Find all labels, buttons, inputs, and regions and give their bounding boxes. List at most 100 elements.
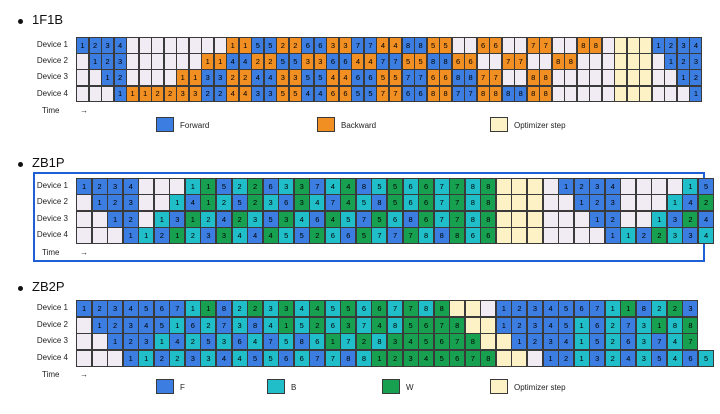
schedule-cell: 6 [480, 227, 497, 245]
schedule-cell [542, 227, 559, 245]
schedule-cell: 2 [604, 316, 621, 334]
schedule-cell: 2 [91, 178, 108, 195]
schedule-cell: 7 [324, 194, 341, 212]
schedule-cell: 5 [589, 333, 606, 351]
schedule-cell: 6 [313, 37, 327, 54]
schedule-cell: 2 [666, 300, 683, 318]
schedule-cell: 6 [324, 227, 341, 245]
schedule-cell: 4 [620, 349, 637, 367]
schedule-cell: 4 [338, 69, 352, 87]
schedule-cell: 7 [433, 210, 450, 228]
schedule-cell: 3 [676, 37, 690, 54]
schedule-cell: 6 [418, 316, 435, 334]
schedule-cell: 2 [200, 210, 217, 228]
schedule-cell [526, 349, 543, 367]
schedule-cell: 8 [501, 85, 515, 103]
schedule-cell [76, 316, 93, 334]
schedule-cell: 2 [231, 210, 248, 228]
schedule-cell: 4 [326, 69, 340, 87]
schedule-cell: 5 [276, 85, 290, 103]
schedule-cell [151, 37, 165, 54]
schedule-cell: 1 [495, 300, 512, 318]
schedule-cell: 1 [184, 178, 201, 195]
schedule-cell: 3 [176, 85, 190, 103]
schedule-cell: 1 [573, 333, 590, 351]
schedule-cell: 5 [371, 210, 388, 228]
schedule-cell: 1 [213, 53, 227, 70]
schedule-cell: 7 [387, 300, 404, 318]
schedule-cell: 3 [101, 37, 115, 54]
schedule-cell: 7 [539, 37, 553, 54]
schedule-cell: 3 [682, 227, 699, 245]
schedule-cell: 6 [278, 194, 295, 212]
schedule-cell: 8 [355, 349, 372, 367]
schedule-cell [639, 85, 653, 103]
schedule-cell [163, 53, 177, 70]
schedule-cell: 7 [501, 53, 515, 70]
schedule-cell: 4 [247, 333, 264, 351]
schedule-cell [576, 69, 590, 87]
schedule-cell: 4 [309, 194, 326, 212]
schedule-cell: 5 [387, 178, 404, 195]
time-axis-label: Time [42, 370, 60, 380]
schedule-cell [76, 333, 93, 351]
schedule-cell: 4 [666, 349, 683, 367]
schedule-cell: 6 [301, 37, 315, 54]
schedule-cell [514, 69, 528, 87]
schedule-cell [480, 300, 497, 318]
schedule-cell: 8 [464, 333, 481, 351]
device-row-label: Device 1 [36, 181, 68, 190]
schedule-cell [558, 194, 575, 212]
time-axis-label: Time [42, 247, 60, 257]
schedule-cell: 3 [293, 194, 310, 212]
schedule-cell: 8 [387, 316, 404, 334]
schedule-cell: 6 [262, 178, 279, 195]
schedule-cell: 5 [351, 85, 365, 103]
schedule-cell: 3 [542, 333, 559, 351]
schedule-cell: 6 [489, 37, 503, 54]
schedule-cell: 1 [101, 69, 115, 87]
schedule-cell [126, 69, 140, 87]
schedule-cell: 6 [573, 300, 590, 318]
schedule-cell: 2 [213, 85, 227, 103]
schedule-cell: 1 [76, 37, 90, 54]
schedule-cell: 5 [262, 349, 279, 367]
schedule-cell [542, 210, 559, 228]
schedule-cell: 1 [682, 178, 699, 195]
schedule-cell: 2 [101, 53, 115, 70]
schedule-cell [651, 194, 668, 212]
schedule-cell: 5 [414, 53, 428, 70]
schedule-cell: 4 [301, 85, 315, 103]
legend-swatch [382, 379, 400, 394]
schedule-cell: 7 [449, 194, 466, 212]
schedule-cell: 2 [153, 227, 170, 245]
device-row-label: Device 4 [36, 88, 68, 98]
schedule-cell: 6 [371, 300, 388, 318]
schedule-cell: 5 [433, 349, 450, 367]
schedule-cell: 4 [698, 227, 715, 245]
schedule-cell: 7 [262, 333, 279, 351]
schedule-cell: 7 [363, 37, 377, 54]
schedule-cell: 1 [138, 85, 152, 103]
schedule-cell: 2 [169, 349, 186, 367]
schedule-cell: 7 [402, 300, 419, 318]
schedule-cell [601, 69, 615, 87]
schedule-cell: 5 [288, 85, 302, 103]
schedule-cell: 5 [138, 300, 155, 318]
schedule-cell: 8 [418, 300, 435, 318]
schedule-cell: 1 [169, 316, 186, 334]
schedule-cell [76, 194, 93, 212]
schedule-cell: 7 [514, 53, 528, 70]
schedule-cell: 5 [558, 300, 575, 318]
schedule-cell [589, 85, 603, 103]
schedule-cell [451, 37, 465, 54]
schedule-cell: 4 [138, 316, 155, 334]
schedule-cell: 7 [449, 333, 466, 351]
schedule-cell: 1 [651, 210, 668, 228]
schedule-cell: 8 [340, 349, 357, 367]
schedule-cell [489, 53, 503, 70]
schedule-cell: 1 [169, 194, 186, 212]
schedule-cell: 3 [251, 85, 265, 103]
schedule-cell [91, 333, 108, 351]
schedule-cell: 7 [371, 227, 388, 245]
